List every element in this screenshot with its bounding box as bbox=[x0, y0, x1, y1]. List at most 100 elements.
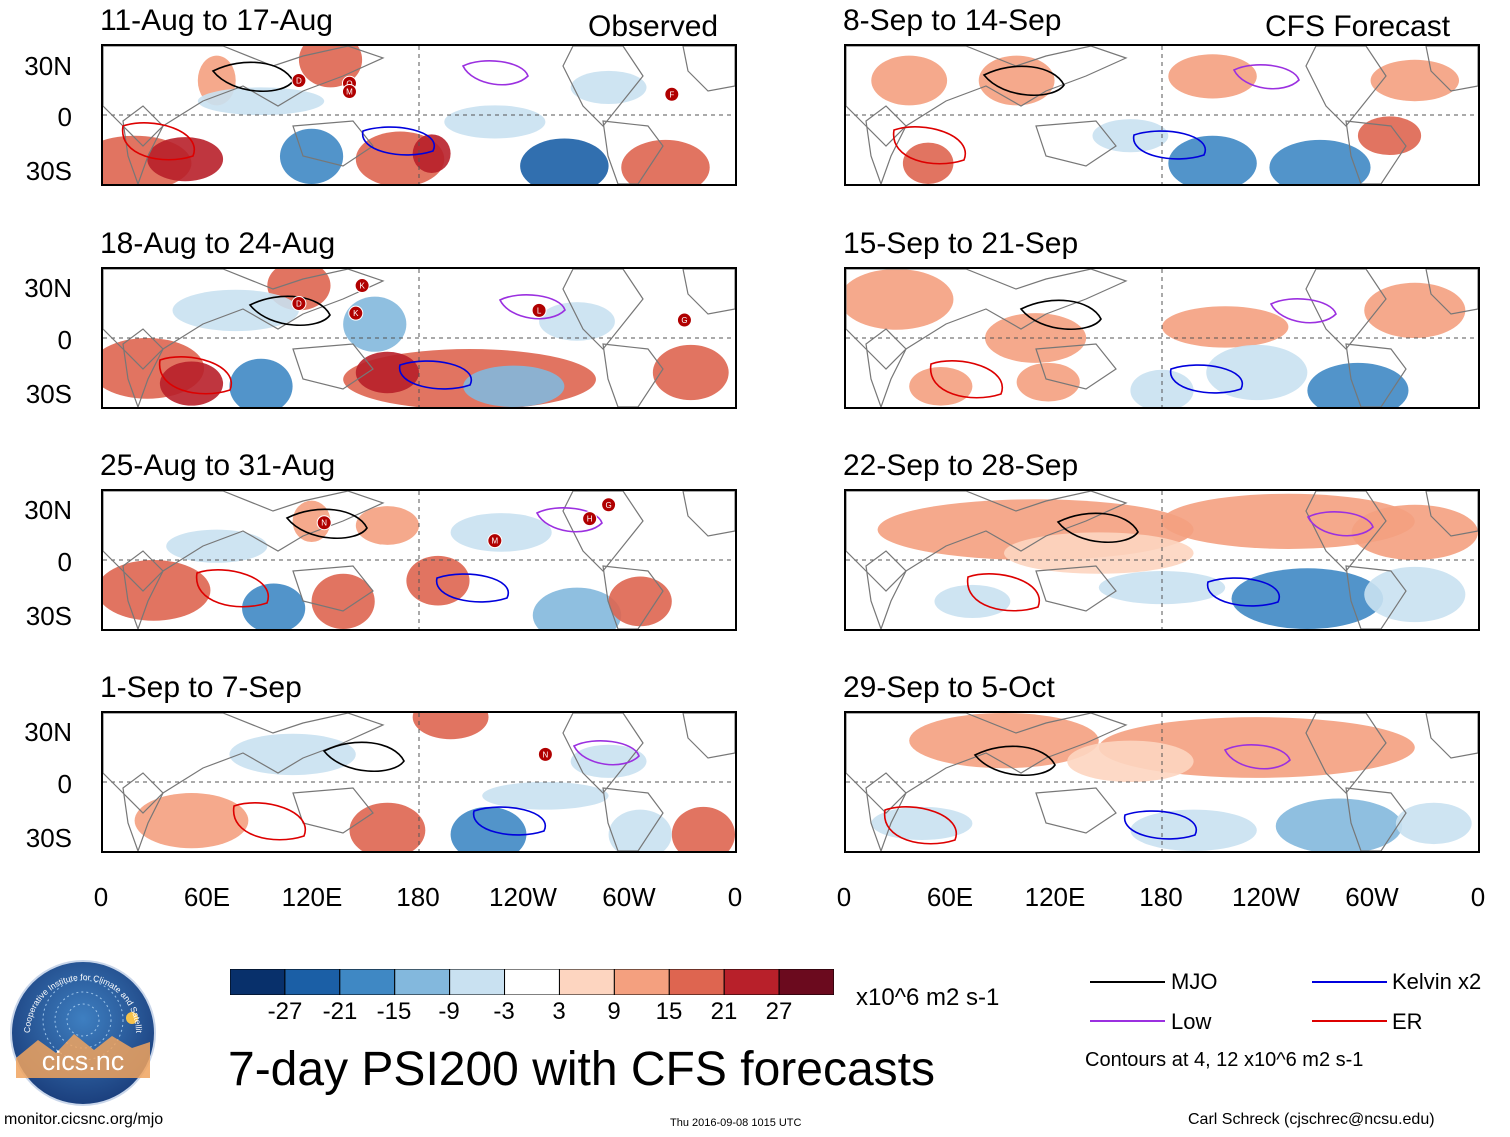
contour-line bbox=[1019, 299, 1102, 331]
contour-line bbox=[1232, 64, 1300, 90]
storm-marker bbox=[487, 533, 503, 549]
obs-panel-1-title: 11-Aug to 17-Aug bbox=[100, 4, 333, 37]
lat-label-30s: 30S bbox=[25, 379, 72, 409]
observed-label: Observed bbox=[588, 10, 719, 43]
contour-line bbox=[967, 573, 1041, 612]
continent-outline bbox=[292, 565, 374, 612]
colorbar-swatch bbox=[668, 968, 725, 996]
anomaly-blob bbox=[846, 269, 954, 330]
anomaly-blob bbox=[1004, 532, 1194, 574]
anomaly-blob bbox=[1351, 504, 1478, 560]
anomaly-blob bbox=[279, 128, 344, 184]
continent-outline bbox=[1035, 343, 1117, 390]
lon-label-120w: 120W bbox=[1232, 882, 1300, 912]
continent-outline bbox=[865, 550, 907, 629]
continent-outline bbox=[1345, 565, 1407, 629]
continent-outline bbox=[1425, 491, 1478, 537]
storm-marker-label: N bbox=[321, 519, 327, 528]
continent-outline bbox=[865, 105, 907, 184]
anomaly-blob bbox=[1307, 362, 1409, 407]
anomaly-blob bbox=[412, 713, 489, 740]
anomaly-blob bbox=[103, 560, 211, 621]
contour-line bbox=[498, 294, 566, 320]
lon-label-60w: 60W bbox=[602, 882, 656, 912]
anomaly-blob bbox=[1275, 798, 1403, 851]
continent-outline bbox=[122, 550, 164, 629]
anomaly-blob bbox=[355, 351, 419, 394]
storm-marker bbox=[601, 497, 617, 513]
anomaly-blob bbox=[1130, 809, 1257, 851]
colorbar-swatch bbox=[613, 968, 670, 996]
continent-outline bbox=[103, 46, 385, 147]
anomaly-blob bbox=[292, 500, 331, 543]
legend-label-low: Low bbox=[1171, 1009, 1212, 1034]
contour-line bbox=[1269, 298, 1337, 324]
lat-label-30n: 30N bbox=[24, 717, 72, 747]
contour-line bbox=[399, 360, 473, 390]
storm-marker-label: D bbox=[296, 77, 302, 86]
storm-marker bbox=[291, 296, 307, 311]
contour-line bbox=[285, 508, 368, 540]
fcst-map-panel-3 bbox=[844, 489, 1480, 631]
continent-outline bbox=[103, 713, 385, 814]
contour-line bbox=[196, 569, 270, 608]
anomaly-blob bbox=[871, 55, 948, 106]
lon-label-0: 0 bbox=[836, 882, 852, 912]
continent-outline bbox=[562, 269, 644, 350]
lat-label-30n: 30N bbox=[24, 51, 72, 81]
lat-label-30s: 30S bbox=[25, 601, 72, 631]
colorbar-swatch bbox=[394, 968, 451, 996]
storm-marker bbox=[348, 305, 364, 321]
lon-label-120e: 120E bbox=[281, 882, 343, 912]
anomaly-blob bbox=[450, 806, 527, 851]
contour-line bbox=[893, 126, 967, 165]
anomaly-blob bbox=[229, 733, 356, 776]
lat-label-eq: 0 bbox=[57, 547, 72, 577]
lon-label-0-end: 0 bbox=[727, 882, 743, 912]
continent-outline bbox=[1345, 343, 1407, 407]
anomaly-blob bbox=[1364, 282, 1466, 338]
legend-label-kelvin: Kelvin x2 bbox=[1392, 969, 1482, 994]
footer-url[interactable]: monitor.cicsnc.org/mjo bbox=[4, 1111, 164, 1128]
contour-line bbox=[322, 741, 405, 773]
colorbar bbox=[229, 968, 835, 996]
continent-outline bbox=[682, 46, 735, 92]
obs-panel-3-title: 25-Aug to 31-Aug bbox=[100, 449, 336, 482]
continent-outline bbox=[122, 328, 164, 407]
storm-marker bbox=[537, 746, 553, 762]
obs-map-panel-3: N M H G bbox=[101, 489, 737, 631]
colorbar-swatch bbox=[284, 968, 341, 996]
colorbar-swatch bbox=[778, 968, 835, 996]
storm-marker-label: G bbox=[681, 316, 687, 325]
anomaly-blob bbox=[444, 105, 546, 139]
continent-outline bbox=[1425, 713, 1478, 759]
colorbar-label: -21 bbox=[322, 998, 358, 1025]
anomaly-blob bbox=[355, 506, 419, 545]
contour-note: Contours at 4, 12 x10^6 m2 s-1 bbox=[1085, 1049, 1364, 1071]
contour-line bbox=[461, 60, 529, 86]
continent-outline bbox=[1305, 46, 1387, 127]
lat-label-30n: 30N bbox=[24, 273, 72, 303]
contour-line bbox=[122, 122, 196, 161]
continent-outline bbox=[846, 491, 1128, 592]
contour-line bbox=[884, 806, 958, 845]
continent-outline bbox=[865, 772, 907, 851]
anomaly-blob bbox=[311, 573, 375, 629]
anomaly-blob bbox=[134, 793, 249, 849]
map-svg: K D K L G bbox=[103, 269, 735, 407]
anomaly-blob bbox=[1067, 740, 1194, 782]
contour-line bbox=[930, 360, 1004, 399]
colorbar-swatch bbox=[229, 968, 286, 996]
legend-label-er: ER bbox=[1392, 1009, 1423, 1034]
map-svg bbox=[846, 269, 1478, 407]
cics-logo: Cooperative Institute for Climate and Sa… bbox=[6, 950, 158, 1108]
continent-outline bbox=[602, 120, 664, 184]
continent-outline bbox=[103, 269, 385, 370]
legend-lines-left bbox=[1090, 981, 1165, 1022]
continent-outline bbox=[682, 269, 735, 315]
storm-marker bbox=[316, 515, 332, 531]
continent-outline bbox=[602, 565, 664, 629]
fcst-map-panel-1 bbox=[844, 44, 1480, 186]
obs-panel-2-title: 18-Aug to 24-Aug bbox=[100, 227, 336, 260]
